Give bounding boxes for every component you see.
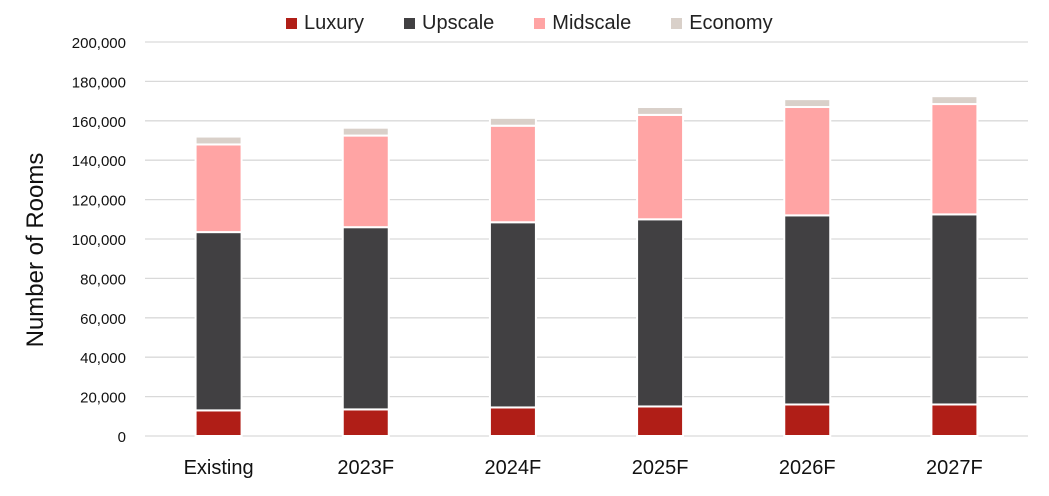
legend-label-upscale: Upscale (422, 11, 495, 34)
bar-upscale-existing (194, 231, 243, 412)
y-tick-label: 200,000 (72, 35, 126, 52)
y-tick-label: 20,000 (80, 390, 126, 407)
legend-swatch-upscale (404, 17, 416, 29)
bar-midscale-2024f (488, 124, 537, 224)
x-tick-label: 2025F (632, 457, 689, 479)
x-tick-label: 2026F (779, 457, 836, 479)
y-tick-label: 100,000 (72, 232, 126, 249)
legend-label-midscale: Midscale (552, 11, 632, 34)
bar-midscale-existing (194, 143, 243, 234)
legend-item-midscale: Midscale (534, 12, 631, 35)
y-tick-label: 140,000 (72, 153, 126, 170)
bar-luxury-2025f (636, 405, 685, 438)
bar-luxury-2024f (488, 406, 537, 437)
bar-economy-2023f (341, 126, 390, 137)
bar-upscale-2024f (488, 221, 537, 409)
bar-luxury-existing (194, 409, 243, 438)
bar-upscale-2023f (341, 226, 390, 411)
bar-luxury-2026f (783, 403, 832, 438)
y-tick-label: 40,000 (80, 350, 126, 367)
bar-midscale-2025f (636, 113, 685, 221)
legend-swatch-midscale (534, 17, 546, 29)
bar-economy-2025f (636, 106, 685, 116)
legend-item-economy: Economy (671, 11, 773, 35)
bar-economy-existing (194, 135, 243, 146)
y-tick-label: 180,000 (72, 74, 126, 91)
y-tick-label: 80,000 (80, 271, 126, 288)
y-tick-label: 0 (118, 429, 126, 446)
bar-midscale-2026f (783, 106, 832, 217)
x-tick-label: 2024F (485, 457, 542, 479)
x-tick-label: 2027F (926, 457, 983, 479)
legend: Luxury Upscale Midscale Economy (286, 8, 813, 38)
bar-economy-2026f (783, 98, 832, 109)
legend-item-upscale: Upscale (404, 12, 494, 35)
bar-luxury-2027f (930, 403, 979, 438)
bar-economy-2024f (488, 116, 537, 127)
bar-economy-2027f (930, 95, 979, 106)
bar-midscale-2023f (341, 134, 390, 229)
legend-swatch-economy (671, 17, 683, 29)
bar-upscale-2025f (636, 218, 685, 408)
legend-item-luxury: Luxury (286, 12, 364, 35)
bar-upscale-2027f (930, 213, 979, 406)
y-tick-label: 60,000 (80, 311, 126, 328)
x-tick-label: Existing (184, 457, 254, 479)
bar-midscale-2027f (930, 103, 979, 216)
legend-swatch-luxury (286, 17, 297, 29)
bar-luxury-2023f (341, 408, 390, 437)
y-tick-label: 120,000 (72, 193, 126, 210)
legend-label-economy: Economy (689, 11, 773, 34)
bar-upscale-2026f (783, 214, 832, 406)
x-tick-label: 2023F (337, 457, 394, 479)
y-tick-label: 160,000 (72, 114, 126, 131)
legend-label-luxury: Luxury (304, 11, 365, 34)
